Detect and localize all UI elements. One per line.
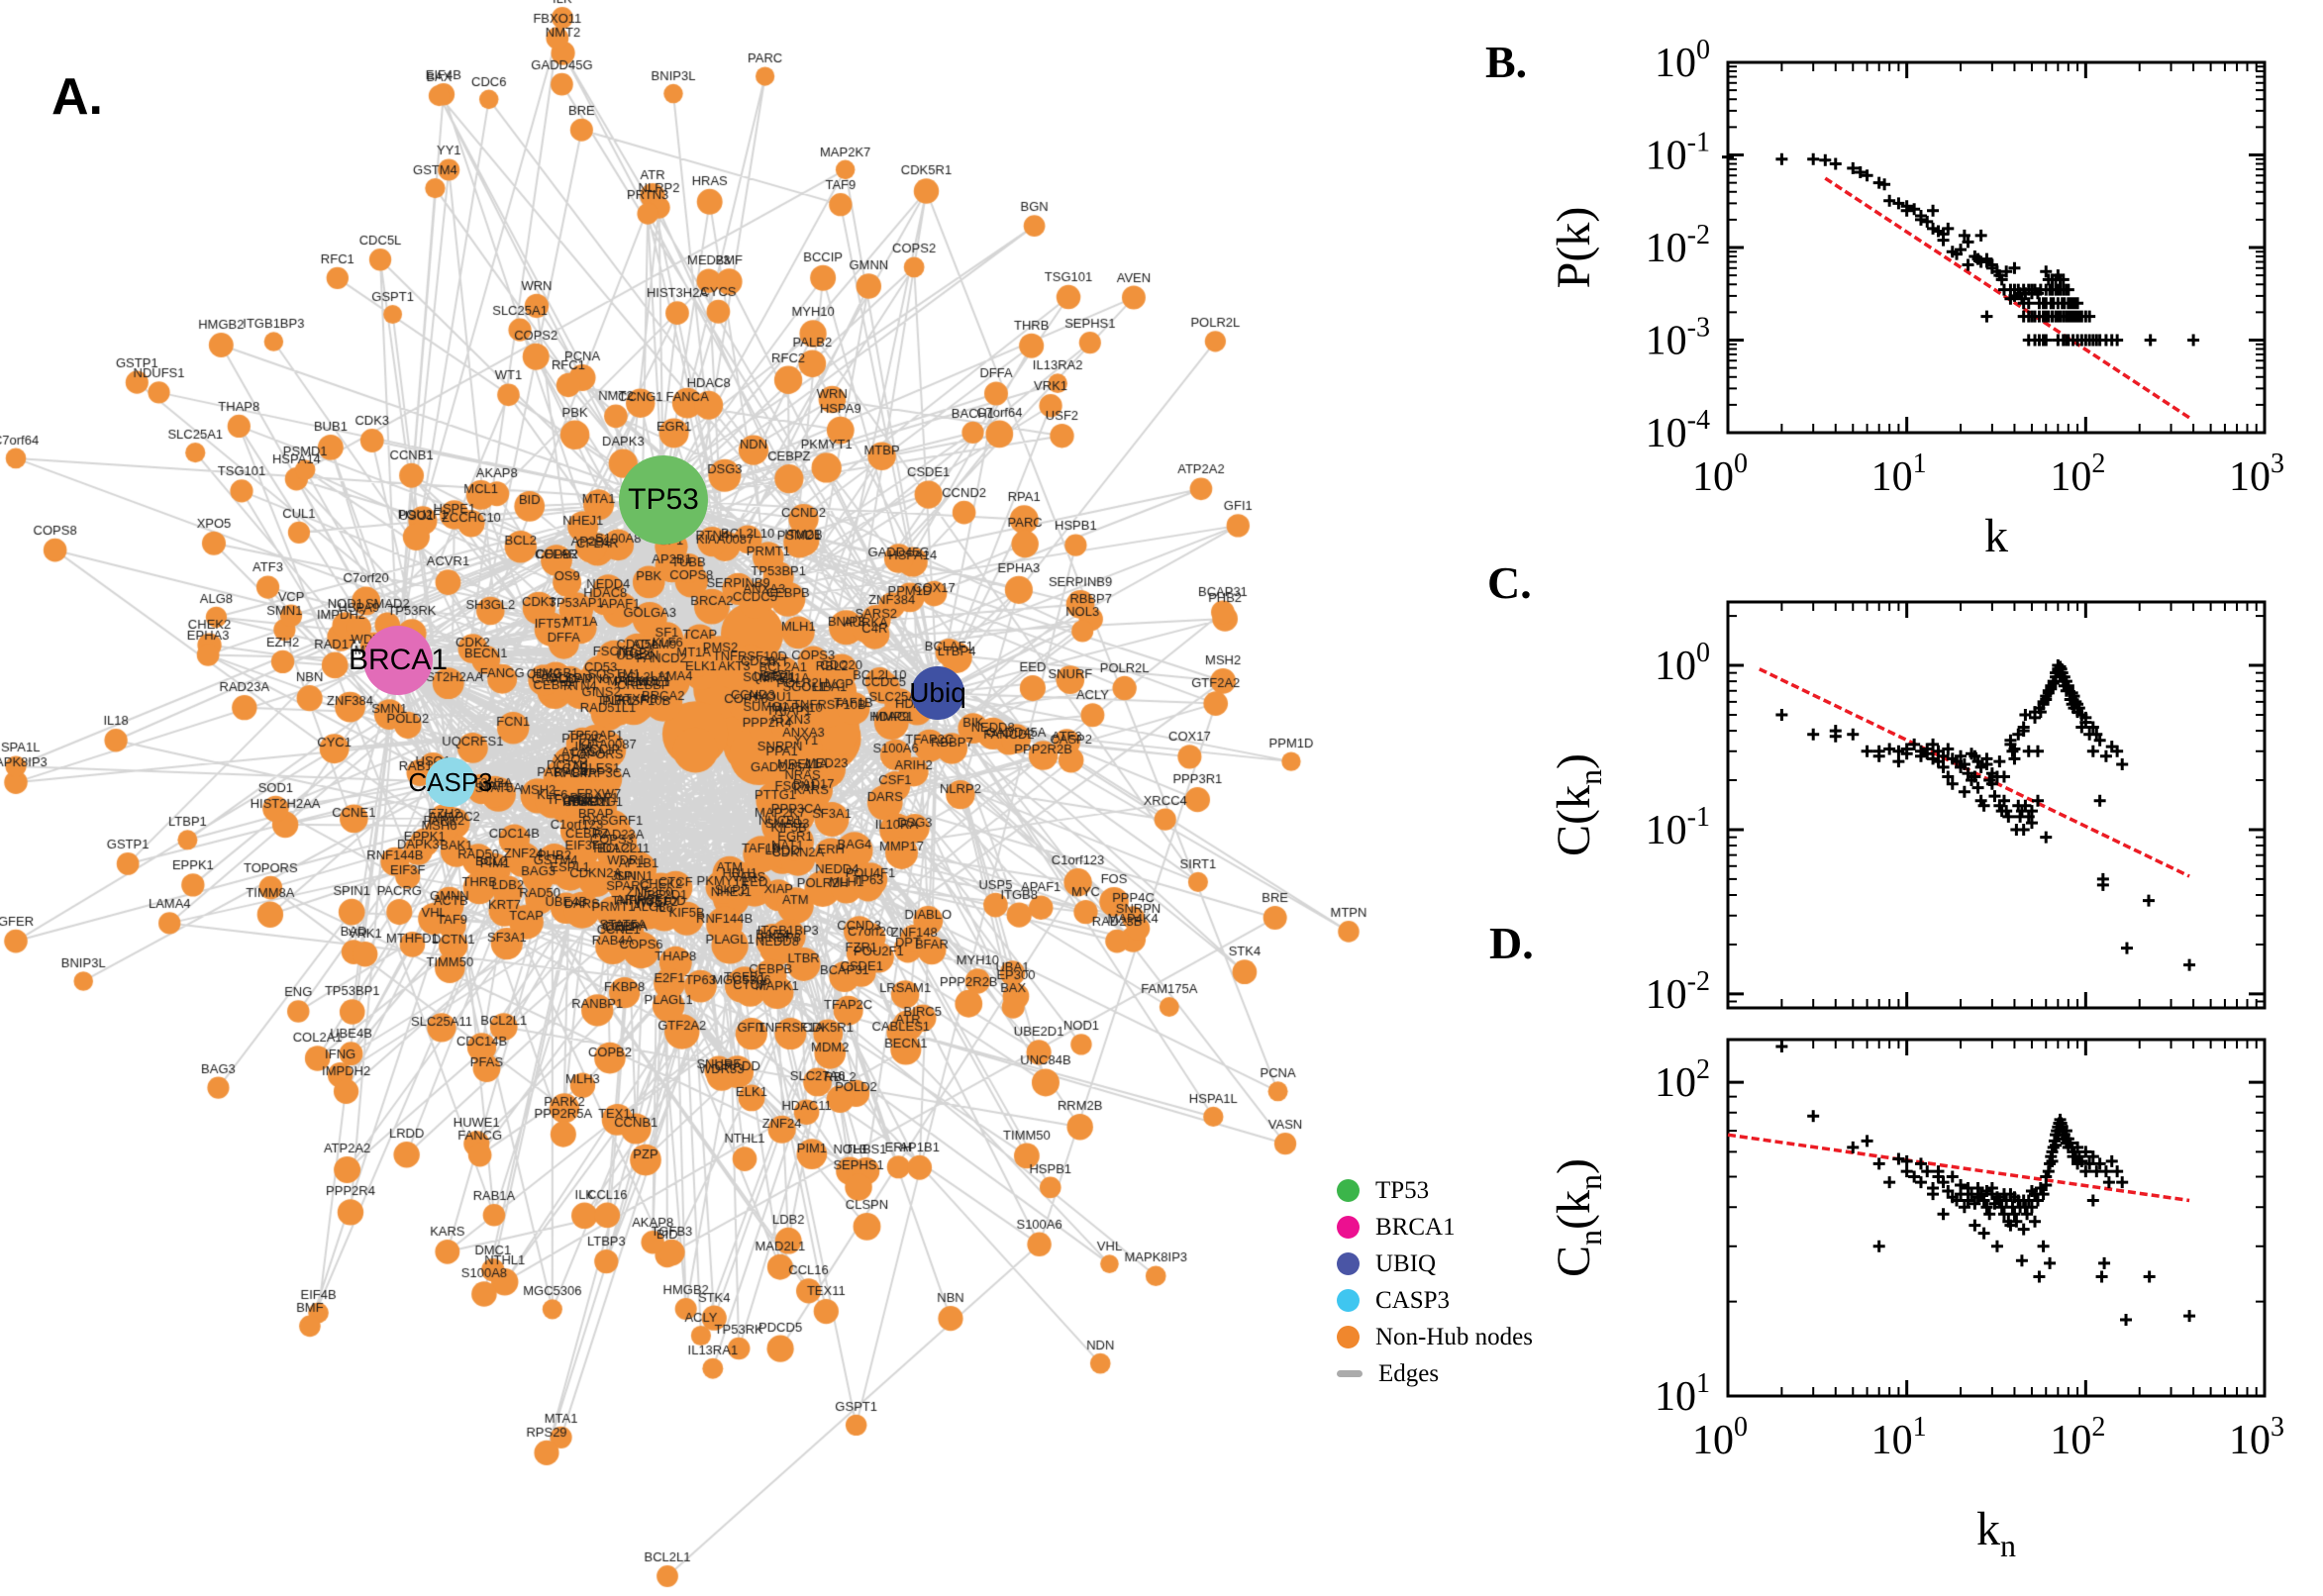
svg-text:kn: kn bbox=[1976, 1503, 2016, 1563]
hub-node-brca1: BRCA1 bbox=[349, 626, 448, 695]
legend-label: BRCA1 bbox=[1375, 1213, 1456, 1241]
svg-text:10-2: 10-2 bbox=[1646, 220, 1710, 271]
hub-node-tp53: TP53 bbox=[619, 455, 708, 545]
svg-text:102: 102 bbox=[1655, 1054, 1710, 1106]
svg-text:k: k bbox=[1984, 510, 2008, 562]
svg-text:103: 103 bbox=[2229, 449, 2284, 500]
hub-node-label: BRCA1 bbox=[348, 644, 449, 676]
hub-node-label: Ubiq bbox=[909, 677, 966, 708]
legend-node-swatch bbox=[1337, 1289, 1360, 1312]
legend-node-swatch bbox=[1337, 1216, 1360, 1239]
hub-node-ubiq: Ubiq bbox=[909, 666, 966, 720]
legend-item: Edges bbox=[1337, 1355, 1533, 1392]
svg-text:C(kn): C(kn) bbox=[1548, 753, 1608, 856]
legend-label: UBIQ bbox=[1375, 1249, 1437, 1277]
hub-node-label: TP53 bbox=[628, 483, 699, 516]
legend: TP53 BRCA1 UBIQ CASP3 Non-Hub nodes Edges bbox=[1337, 1172, 1533, 1392]
svg-text:101: 101 bbox=[1871, 1412, 1927, 1463]
legend-label: TP53 bbox=[1375, 1176, 1430, 1204]
svg-text:101: 101 bbox=[1655, 1368, 1710, 1420]
svg-text:P(k): P(k) bbox=[1548, 207, 1600, 289]
svg-text:100: 100 bbox=[1692, 449, 1748, 500]
svg-text:102: 102 bbox=[2050, 1412, 2105, 1463]
svg-text:100: 100 bbox=[1692, 1412, 1748, 1463]
svg-text:103: 103 bbox=[2229, 1412, 2284, 1463]
svg-text:102: 102 bbox=[2050, 449, 2105, 500]
legend-label: Edges bbox=[1378, 1359, 1440, 1387]
legend-item: UBIQ bbox=[1337, 1246, 1533, 1282]
legend-node-swatch bbox=[1337, 1252, 1360, 1275]
panel-d-label: D. bbox=[1489, 918, 1534, 968]
legend-item: Non-Hub nodes bbox=[1337, 1319, 1533, 1355]
hub-node-casp3: CASP3 bbox=[408, 757, 493, 807]
legend-node-swatch bbox=[1337, 1326, 1360, 1348]
legend-item: TP53 bbox=[1337, 1172, 1533, 1209]
legend-node-swatch bbox=[1337, 1179, 1360, 1202]
panel-c-label: C. bbox=[1487, 557, 1532, 608]
scatter-points-c bbox=[1775, 659, 2196, 971]
panel-b-label: B. bbox=[1485, 37, 1528, 87]
legend-item: BRCA1 bbox=[1337, 1209, 1533, 1246]
svg-text:10-2: 10-2 bbox=[1646, 966, 1710, 1018]
legend-edge-swatch bbox=[1337, 1370, 1363, 1377]
hub-node-label: CASP3 bbox=[408, 766, 493, 797]
legend-label: CASP3 bbox=[1375, 1286, 1451, 1314]
legend-item: CASP3 bbox=[1337, 1282, 1533, 1319]
svg-text:10-4: 10-4 bbox=[1646, 405, 1710, 456]
svg-text:Cn(kn): Cn(kn) bbox=[1548, 1158, 1608, 1277]
scatter-points-b bbox=[1722, 150, 2200, 347]
svg-text:100: 100 bbox=[1655, 638, 1710, 689]
svg-text:101: 101 bbox=[1871, 449, 1927, 500]
svg-text:10-1: 10-1 bbox=[1646, 802, 1710, 853]
panel-a-label: A. bbox=[51, 68, 103, 126]
svg-text:100: 100 bbox=[1655, 35, 1710, 86]
scatter-points-d bbox=[1775, 1040, 2196, 1326]
svg-text:10-1: 10-1 bbox=[1646, 128, 1710, 179]
svg-text:10-3: 10-3 bbox=[1646, 313, 1710, 364]
panel-c-plot: 100 10-1 10-2 C(kn) bbox=[1548, 600, 2267, 1018]
legend-label: Non-Hub nodes bbox=[1375, 1323, 1534, 1350]
